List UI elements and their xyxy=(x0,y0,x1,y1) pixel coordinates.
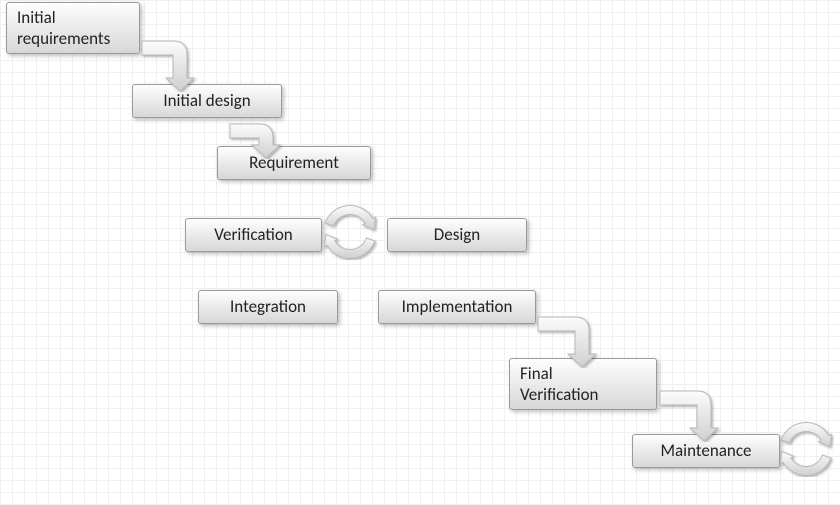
node-final-verification: Final Verification xyxy=(509,358,657,410)
node-maintenance: Maintenance xyxy=(632,434,780,468)
node-label: Initial requirements xyxy=(17,7,110,50)
node-integration: Integration xyxy=(198,290,338,324)
node-label: Implementation xyxy=(402,296,513,317)
node-implementation: Implementation xyxy=(378,290,536,324)
node-initial-design: Initial design xyxy=(132,84,282,118)
node-requirement: Requirement xyxy=(217,146,371,180)
node-label: Integration xyxy=(230,296,306,317)
node-verification: Verification xyxy=(185,218,322,252)
node-label: Initial design xyxy=(163,90,250,111)
connector-r2 xyxy=(778,421,834,482)
node-label: Verification xyxy=(214,224,292,245)
node-initial-requirements: Initial requirements xyxy=(6,2,140,54)
node-label: Design xyxy=(434,224,480,245)
node-design: Design xyxy=(387,218,527,252)
node-label: Maintenance xyxy=(661,440,752,461)
connector-r1 xyxy=(322,204,378,265)
node-label: Requirement xyxy=(249,152,339,173)
node-label: Final Verification xyxy=(520,363,598,406)
